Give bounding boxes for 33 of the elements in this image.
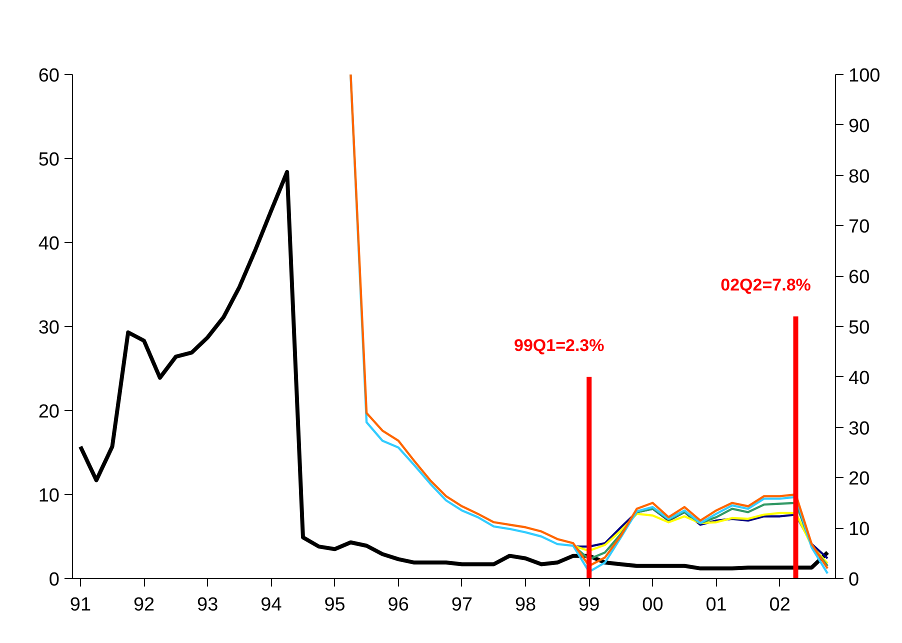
y2-tick-label: 50 [848,318,870,338]
annotation: 02Q2=7.8% [720,275,811,294]
y-tick-label: 60 [38,66,60,86]
x-tick-label: 92 [133,594,155,616]
y2-tick-label: 0 [848,570,860,590]
y-tick-label: 10 [38,486,60,506]
y2-tick-label: 40 [848,368,870,389]
y2-tick-label: 90 [848,116,870,137]
x-tick-label: 95 [324,594,346,616]
x-tick-label: 91 [70,594,92,616]
y2-tick-label: 30 [848,418,870,440]
y-tick-label: 0 [48,570,60,590]
y-tick-label: 20 [38,402,60,422]
line-series [78,170,830,570]
x-tick-label: 93 [197,594,218,616]
y-tick-label: 40 [38,234,60,254]
y-tick-label: 50 [38,150,60,170]
y2-tick-label: 60 [848,267,870,288]
x-tick-label: 96 [388,594,409,616]
x-tick-label: 94 [260,594,282,616]
y2-tick-label: 80 [848,166,870,188]
annotation: 99Q1=2.3% [514,336,604,355]
y2-tick-label: 100 [848,66,880,86]
x-tick-label: 98 [514,594,536,616]
y2-tick-label: 10 [848,519,870,540]
y2-tick-label: 20 [848,468,870,490]
x-tick-label: 99 [578,594,600,616]
y-tick-label: 30 [38,318,60,338]
x-tick-label: 01 [706,594,727,616]
x-tick-label: 00 [642,594,664,616]
y2-tick-label: 70 [848,216,870,238]
x-tick-label: 97 [451,594,473,616]
x-tick-label: 02 [769,594,790,616]
